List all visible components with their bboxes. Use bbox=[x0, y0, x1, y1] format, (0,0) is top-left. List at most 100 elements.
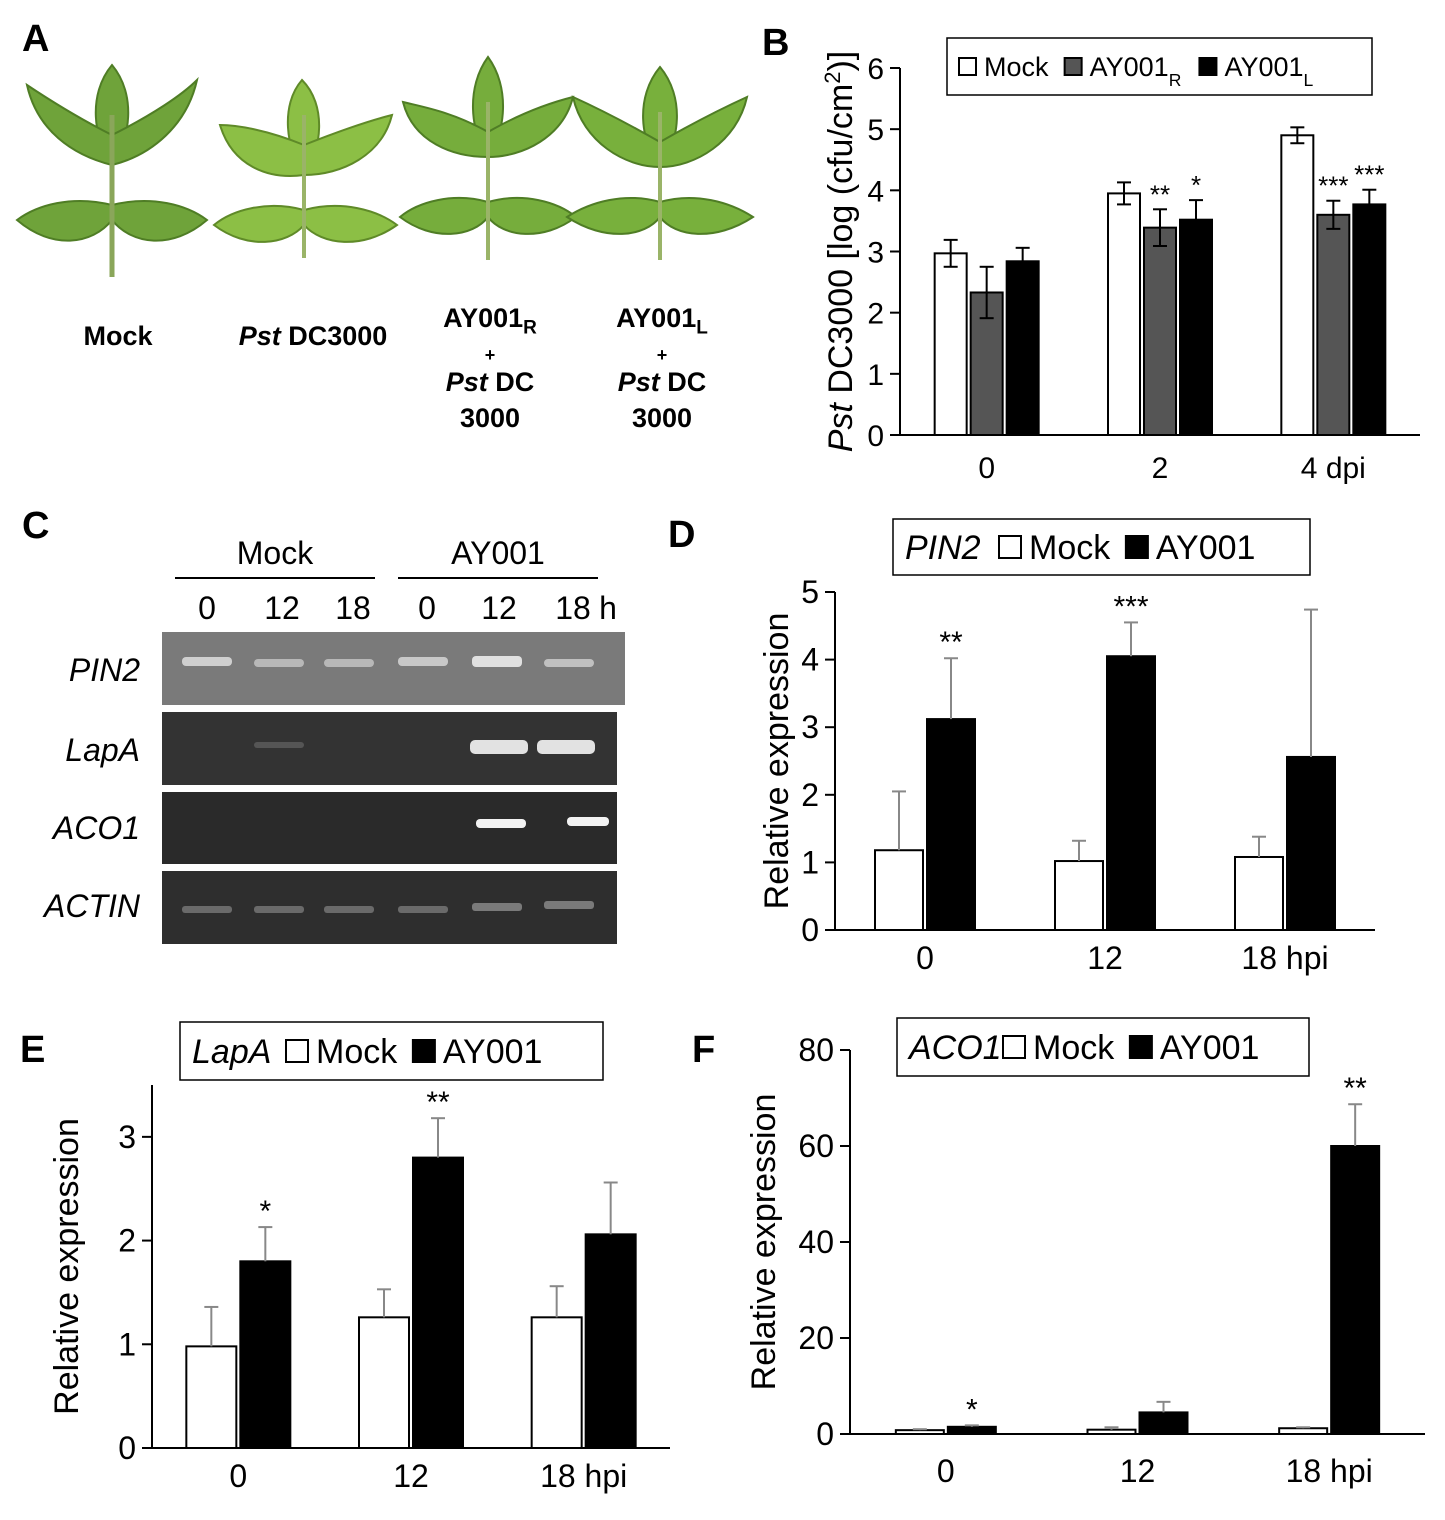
legend-entry-label: AY001 bbox=[1156, 529, 1256, 567]
gel-label-aco1: ACO1 bbox=[52, 810, 140, 846]
legend-entry-label: Mock bbox=[316, 1033, 398, 1071]
leaf-label-ay001r-pst: Pst bbox=[445, 367, 488, 398]
significance-marker: *** bbox=[1113, 590, 1148, 623]
x-tick-label: 0 bbox=[978, 452, 995, 485]
bar bbox=[874, 849, 924, 931]
lane-number: 0 bbox=[198, 590, 216, 626]
bar bbox=[946, 1425, 997, 1435]
gel-header-line-mock bbox=[175, 577, 375, 579]
y-tick-label: 6 bbox=[867, 53, 884, 86]
legend-swatch bbox=[958, 57, 977, 76]
gel-label-lapa: LapA bbox=[65, 732, 140, 768]
panel-letter-d: D bbox=[668, 514, 695, 556]
legend-entry-label: Mock bbox=[984, 52, 1049, 82]
y-tick-label: 0 bbox=[801, 912, 819, 948]
bar bbox=[894, 1429, 945, 1436]
leaf-photo-ay001l bbox=[565, 65, 755, 260]
lane-number: 12 bbox=[264, 590, 300, 626]
bar bbox=[1107, 192, 1141, 436]
x-tick-label: 18 hpi bbox=[540, 1458, 627, 1494]
legend-box bbox=[896, 1017, 1310, 1077]
gel-image-lapa bbox=[162, 712, 617, 785]
y-axis-label: Pst DC3000 [log (cfu/cm2)] bbox=[820, 51, 861, 453]
x-tick-label: 12 bbox=[393, 1458, 429, 1494]
bar bbox=[584, 1233, 637, 1449]
leaf-label-ay001l: AY001L + Pst DC 3000 bbox=[577, 300, 747, 436]
bar bbox=[412, 1156, 464, 1449]
significance-marker: ** bbox=[1343, 1072, 1367, 1105]
bar bbox=[1143, 226, 1177, 436]
y-axis-label: Relative expression bbox=[745, 1094, 783, 1391]
bar bbox=[1278, 1427, 1329, 1435]
y-tick-label: 2 bbox=[867, 298, 884, 331]
bar bbox=[185, 1345, 238, 1449]
legend-gene-label: PIN2 bbox=[905, 529, 981, 567]
panel-letter-c: C bbox=[22, 505, 50, 547]
leaf-label-ay001l-sub: L bbox=[696, 317, 708, 339]
y-tick-label: 1 bbox=[801, 844, 819, 880]
leaf-label-ay001r-num: 3000 bbox=[459, 403, 521, 434]
y-tick-label: 3 bbox=[801, 709, 819, 745]
significance-marker: *** bbox=[1318, 171, 1348, 201]
lane-number: 12 bbox=[481, 590, 517, 626]
y-tick-label: 60 bbox=[798, 1128, 834, 1164]
gel-header-ay001: AY001 bbox=[451, 535, 545, 571]
bar bbox=[1330, 1145, 1381, 1435]
bar bbox=[358, 1316, 410, 1449]
legend-swatch bbox=[411, 1039, 436, 1063]
bar bbox=[1138, 1411, 1189, 1435]
significance-marker: ** bbox=[939, 626, 963, 659]
bar bbox=[239, 1260, 292, 1449]
y-axis-label: Relative expression bbox=[758, 613, 796, 910]
y-tick-label: 20 bbox=[798, 1320, 834, 1356]
leaf-label-pst-italic: Pst bbox=[238, 321, 281, 351]
legend-entry-label: Mock bbox=[1029, 529, 1111, 567]
significance-marker: *** bbox=[1354, 160, 1384, 190]
legend-entry-label: AY001 bbox=[443, 1033, 543, 1071]
panel-letter-a: A bbox=[22, 18, 50, 60]
legend-box bbox=[892, 518, 1311, 576]
y-tick-label: 4 bbox=[867, 175, 884, 208]
gel-header-line-ay001 bbox=[398, 577, 598, 579]
gel-image-pin2 bbox=[162, 632, 625, 705]
y-tick-label: 1 bbox=[118, 1326, 136, 1362]
x-tick-label: 2 bbox=[1152, 452, 1169, 485]
gel-label-actin: ACTIN bbox=[44, 888, 140, 924]
legend-swatch bbox=[998, 535, 1022, 559]
leaf-label-pst: Pst DC3000 bbox=[228, 318, 398, 354]
bar bbox=[1234, 855, 1284, 932]
significance-marker: ** bbox=[1150, 179, 1170, 209]
lane-unit: h bbox=[599, 590, 617, 626]
y-tick-label: 0 bbox=[816, 1416, 834, 1452]
lane-number: 18 bbox=[335, 590, 371, 626]
legend-gene-label: ACO1 bbox=[907, 1029, 1002, 1067]
legend-box bbox=[946, 37, 1373, 96]
x-tick-label: 12 bbox=[1087, 940, 1123, 976]
leaf-label-ay001r-dc: DC bbox=[487, 367, 535, 398]
leaf-label-ay001l-dc: DC bbox=[659, 367, 707, 398]
bar bbox=[1280, 134, 1315, 437]
legend-box bbox=[179, 1021, 604, 1081]
legend-swatch bbox=[1124, 535, 1149, 559]
y-tick-label: 4 bbox=[801, 642, 819, 678]
panel-letter-f: F bbox=[692, 1029, 715, 1071]
y-tick-label: 5 bbox=[867, 114, 884, 147]
leaf-label-ay001l-plus: + bbox=[656, 345, 668, 366]
leaf-label-ay001l-num: 3000 bbox=[631, 403, 693, 434]
y-tick-label: 2 bbox=[801, 777, 819, 813]
legend-swatch bbox=[1002, 1035, 1026, 1059]
bar bbox=[1179, 218, 1213, 436]
y-tick-label: 80 bbox=[798, 1032, 834, 1068]
x-tick-label: 0 bbox=[916, 940, 934, 976]
leaf-label-ay001l-name: AY001 bbox=[616, 303, 697, 333]
leaf-label-mock-text: Mock bbox=[83, 321, 153, 351]
y-tick-label: 40 bbox=[798, 1224, 834, 1260]
y-tick-label: 0 bbox=[118, 1430, 136, 1466]
chart-panel-f: F 0 20 40 60 80 Relative expression * 0 12 ** 18 hp… bbox=[692, 1017, 1425, 1489]
legend-swatch bbox=[1198, 57, 1218, 76]
x-tick-label: 4 dpi bbox=[1301, 452, 1366, 485]
leaf-label-mock: Mock bbox=[33, 318, 203, 354]
significance-marker: * bbox=[1191, 170, 1201, 200]
